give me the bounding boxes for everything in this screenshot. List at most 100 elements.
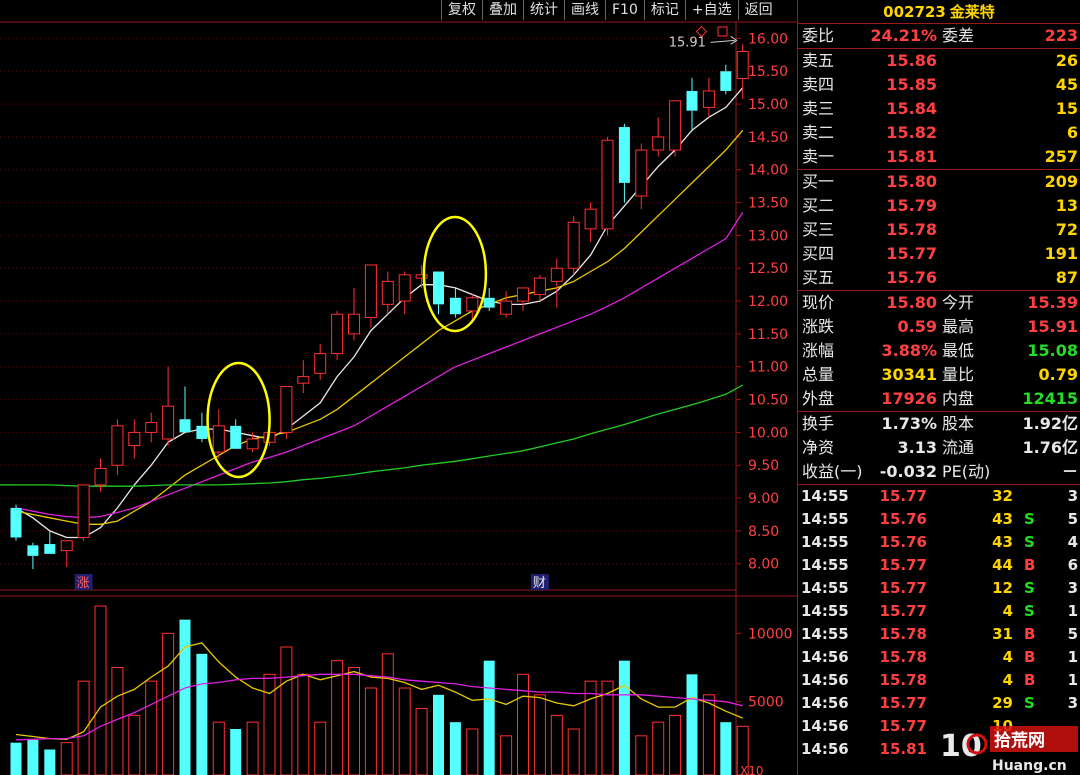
candle[interactable] bbox=[702, 77, 715, 118]
tick-direction: B bbox=[1024, 671, 1036, 689]
candle[interactable] bbox=[415, 264, 428, 288]
candle[interactable] bbox=[10, 504, 22, 541]
bid-level-row[interactable]: 买一 15.80 209 bbox=[798, 170, 1080, 194]
volume-bar bbox=[686, 674, 698, 775]
candle[interactable] bbox=[196, 412, 208, 443]
candle[interactable] bbox=[314, 343, 327, 380]
price-tick-label: 9.00 bbox=[748, 491, 779, 507]
candle[interactable] bbox=[618, 123, 630, 203]
stat-label-2: 股本 bbox=[942, 414, 975, 433]
candle[interactable] bbox=[500, 291, 513, 318]
candle[interactable] bbox=[601, 136, 614, 236]
quote-label: 涨跌 bbox=[802, 317, 835, 336]
price-tick-label: 14.50 bbox=[748, 130, 788, 146]
candle[interactable] bbox=[27, 542, 39, 569]
ask-level-row[interactable]: 卖五 15.86 26 bbox=[798, 49, 1080, 73]
price-tick-label: 13.50 bbox=[748, 196, 788, 212]
bid-level-volume: 191 bbox=[1044, 244, 1078, 263]
bid-level-row[interactable]: 买四 15.77 191 bbox=[798, 242, 1080, 266]
tick-row: 14:56 15.78 4 B 1 bbox=[798, 646, 1080, 669]
candle[interactable] bbox=[449, 287, 461, 318]
candlestick-chart[interactable]: 16.00 15.50 15.00 14.50 14.00 13.50 13.00 12.50… bbox=[0, 0, 797, 775]
bid-level-row[interactable]: 买二 15.79 13 bbox=[798, 194, 1080, 218]
candle[interactable] bbox=[550, 258, 563, 308]
ask-level-row[interactable]: 卖二 15.82 6 bbox=[798, 121, 1080, 145]
tick-count: 3 bbox=[1067, 694, 1078, 712]
statistics-button[interactable]: 统计 bbox=[523, 0, 564, 20]
quote-label-2: 今开 bbox=[942, 293, 975, 312]
candle[interactable] bbox=[77, 484, 90, 541]
candle[interactable] bbox=[60, 540, 73, 568]
tick-volume: 4 bbox=[1002, 602, 1013, 620]
tick-row: 14:55 15.77 12 S 3 bbox=[798, 577, 1080, 600]
candle[interactable] bbox=[212, 409, 225, 459]
candle[interactable] bbox=[533, 274, 546, 302]
candle[interactable] bbox=[736, 44, 749, 99]
candle[interactable] bbox=[331, 310, 344, 361]
overlay-button[interactable]: 叠加 bbox=[482, 0, 523, 20]
ask-level-row[interactable]: 卖四 15.85 45 bbox=[798, 73, 1080, 97]
candle[interactable] bbox=[44, 530, 56, 554]
candle[interactable] bbox=[584, 202, 597, 242]
candle[interactable] bbox=[230, 419, 242, 449]
bid-level-row[interactable]: 买三 15.78 72 bbox=[798, 218, 1080, 242]
event-marker[interactable]: 财 bbox=[530, 574, 549, 591]
stat-row: 净资 3.13 流通 1.76亿 bbox=[798, 436, 1080, 460]
event-marker[interactable]: 涨 bbox=[74, 574, 93, 591]
candle[interactable] bbox=[466, 294, 479, 321]
candle[interactable] bbox=[652, 117, 665, 157]
candle[interactable] bbox=[669, 100, 682, 157]
toolbar: 复权 叠加 统计 画线 F10 标记 +自选 返回 bbox=[441, 0, 779, 20]
candle[interactable] bbox=[635, 143, 648, 210]
candle[interactable] bbox=[145, 412, 158, 443]
volume-bar bbox=[77, 680, 90, 775]
candle[interactable] bbox=[94, 458, 107, 492]
draw-line-button[interactable]: 画线 bbox=[564, 0, 605, 20]
bid-level-row[interactable]: 买五 15.76 87 bbox=[798, 266, 1080, 290]
candle[interactable] bbox=[179, 386, 191, 433]
candle[interactable] bbox=[128, 419, 141, 459]
candle[interactable] bbox=[567, 215, 580, 275]
candle[interactable] bbox=[686, 77, 698, 131]
candle[interactable] bbox=[517, 287, 529, 311]
restore-rights-button[interactable]: 复权 bbox=[441, 0, 482, 20]
volume-bar bbox=[10, 742, 22, 775]
bid-level-label: 买五 bbox=[802, 268, 835, 287]
candle[interactable] bbox=[720, 64, 732, 95]
volume-bar bbox=[297, 673, 310, 775]
ask-level-row[interactable]: 卖一 15.81 257 bbox=[798, 145, 1080, 169]
volume-bar bbox=[398, 687, 411, 775]
candle[interactable] bbox=[348, 287, 360, 341]
f10-button[interactable]: F10 bbox=[605, 0, 644, 20]
candle[interactable] bbox=[280, 385, 293, 439]
candle[interactable] bbox=[297, 360, 310, 394]
ma10-line bbox=[15, 129, 744, 525]
candle[interactable] bbox=[246, 432, 259, 453]
tick-row: 14:55 15.77 4 S 1 bbox=[798, 600, 1080, 623]
candle[interactable] bbox=[162, 366, 175, 446]
tick-price: 15.77 bbox=[879, 694, 927, 712]
price-tick-label: 8.00 bbox=[748, 557, 779, 573]
tick-direction: S bbox=[1024, 579, 1035, 597]
ask-level-row[interactable]: 卖三 15.84 15 bbox=[798, 97, 1080, 121]
candle[interactable] bbox=[433, 271, 444, 315]
candle[interactable] bbox=[381, 271, 394, 315]
candle[interactable] bbox=[398, 271, 411, 315]
quote-value-2: 0.79 bbox=[1038, 365, 1078, 384]
ask-level-volume: 45 bbox=[1055, 75, 1078, 94]
tick-volume: 31 bbox=[992, 625, 1013, 643]
tick-list[interactable]: 14:55 15.77 32 3 14:55 15.76 43 S 5 14:55 15.76 43 S… bbox=[798, 485, 1080, 761]
bid-level-volume: 87 bbox=[1055, 268, 1078, 287]
candle[interactable] bbox=[483, 287, 495, 311]
price-tick-label: 15.50 bbox=[748, 64, 788, 80]
candle[interactable] bbox=[364, 264, 377, 328]
bid-level-label: 买四 bbox=[802, 244, 835, 263]
candle[interactable] bbox=[111, 419, 124, 476]
quote-value-2: 15.08 bbox=[1027, 341, 1078, 360]
mark-button[interactable]: 标记 bbox=[643, 0, 685, 20]
add-watchlist-button[interactable]: +自选 bbox=[684, 0, 738, 20]
back-button[interactable]: 返回 bbox=[737, 0, 779, 20]
volume-bar bbox=[618, 660, 630, 775]
tick-row: 14:56 15.77 29 S 3 bbox=[798, 692, 1080, 715]
watermark-logo: 10 拾荒网 Huang.cn bbox=[940, 726, 1078, 774]
